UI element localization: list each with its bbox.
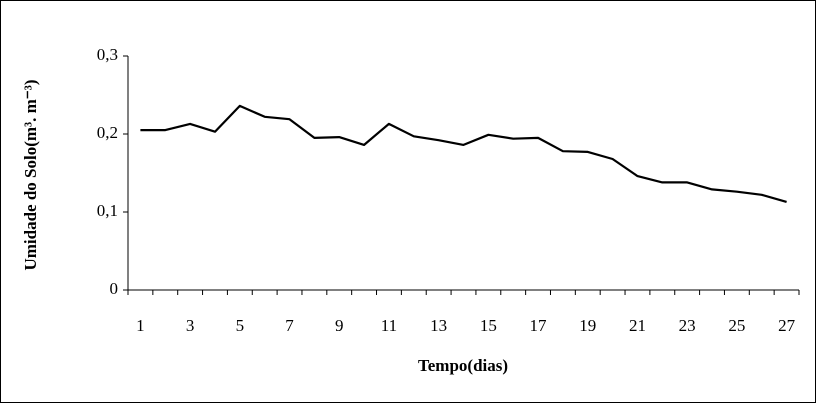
x-tick-label: 19 — [579, 316, 596, 335]
x-tick-label: 13 — [430, 316, 447, 335]
y-tick-label: 0 — [110, 279, 119, 298]
x-tick-label: 25 — [728, 316, 745, 335]
x-tick-label: 11 — [381, 316, 397, 335]
x-tick-label: 27 — [778, 316, 796, 335]
data-line — [140, 104, 787, 203]
x-axis-label: Tempo(dias) — [418, 356, 508, 375]
x-tick-label: 1 — [136, 316, 145, 335]
y-tick-label: 0,1 — [97, 201, 118, 220]
x-tick-label: 17 — [530, 316, 548, 335]
y-tick-label: 0,2 — [97, 123, 118, 142]
y-tick-label: 0,3 — [97, 45, 118, 64]
x-tick-label: 15 — [480, 316, 497, 335]
x-tick-label: 7 — [285, 316, 294, 335]
x-tick-label: 5 — [236, 316, 245, 335]
x-tick-label: 9 — [335, 316, 344, 335]
x-tick-label: 23 — [679, 316, 696, 335]
x-tick-label: 21 — [629, 316, 646, 335]
x-tick-label: 3 — [186, 316, 195, 335]
y-axis-label: Umidade do Solo(m³. m⁻³) — [21, 79, 40, 270]
